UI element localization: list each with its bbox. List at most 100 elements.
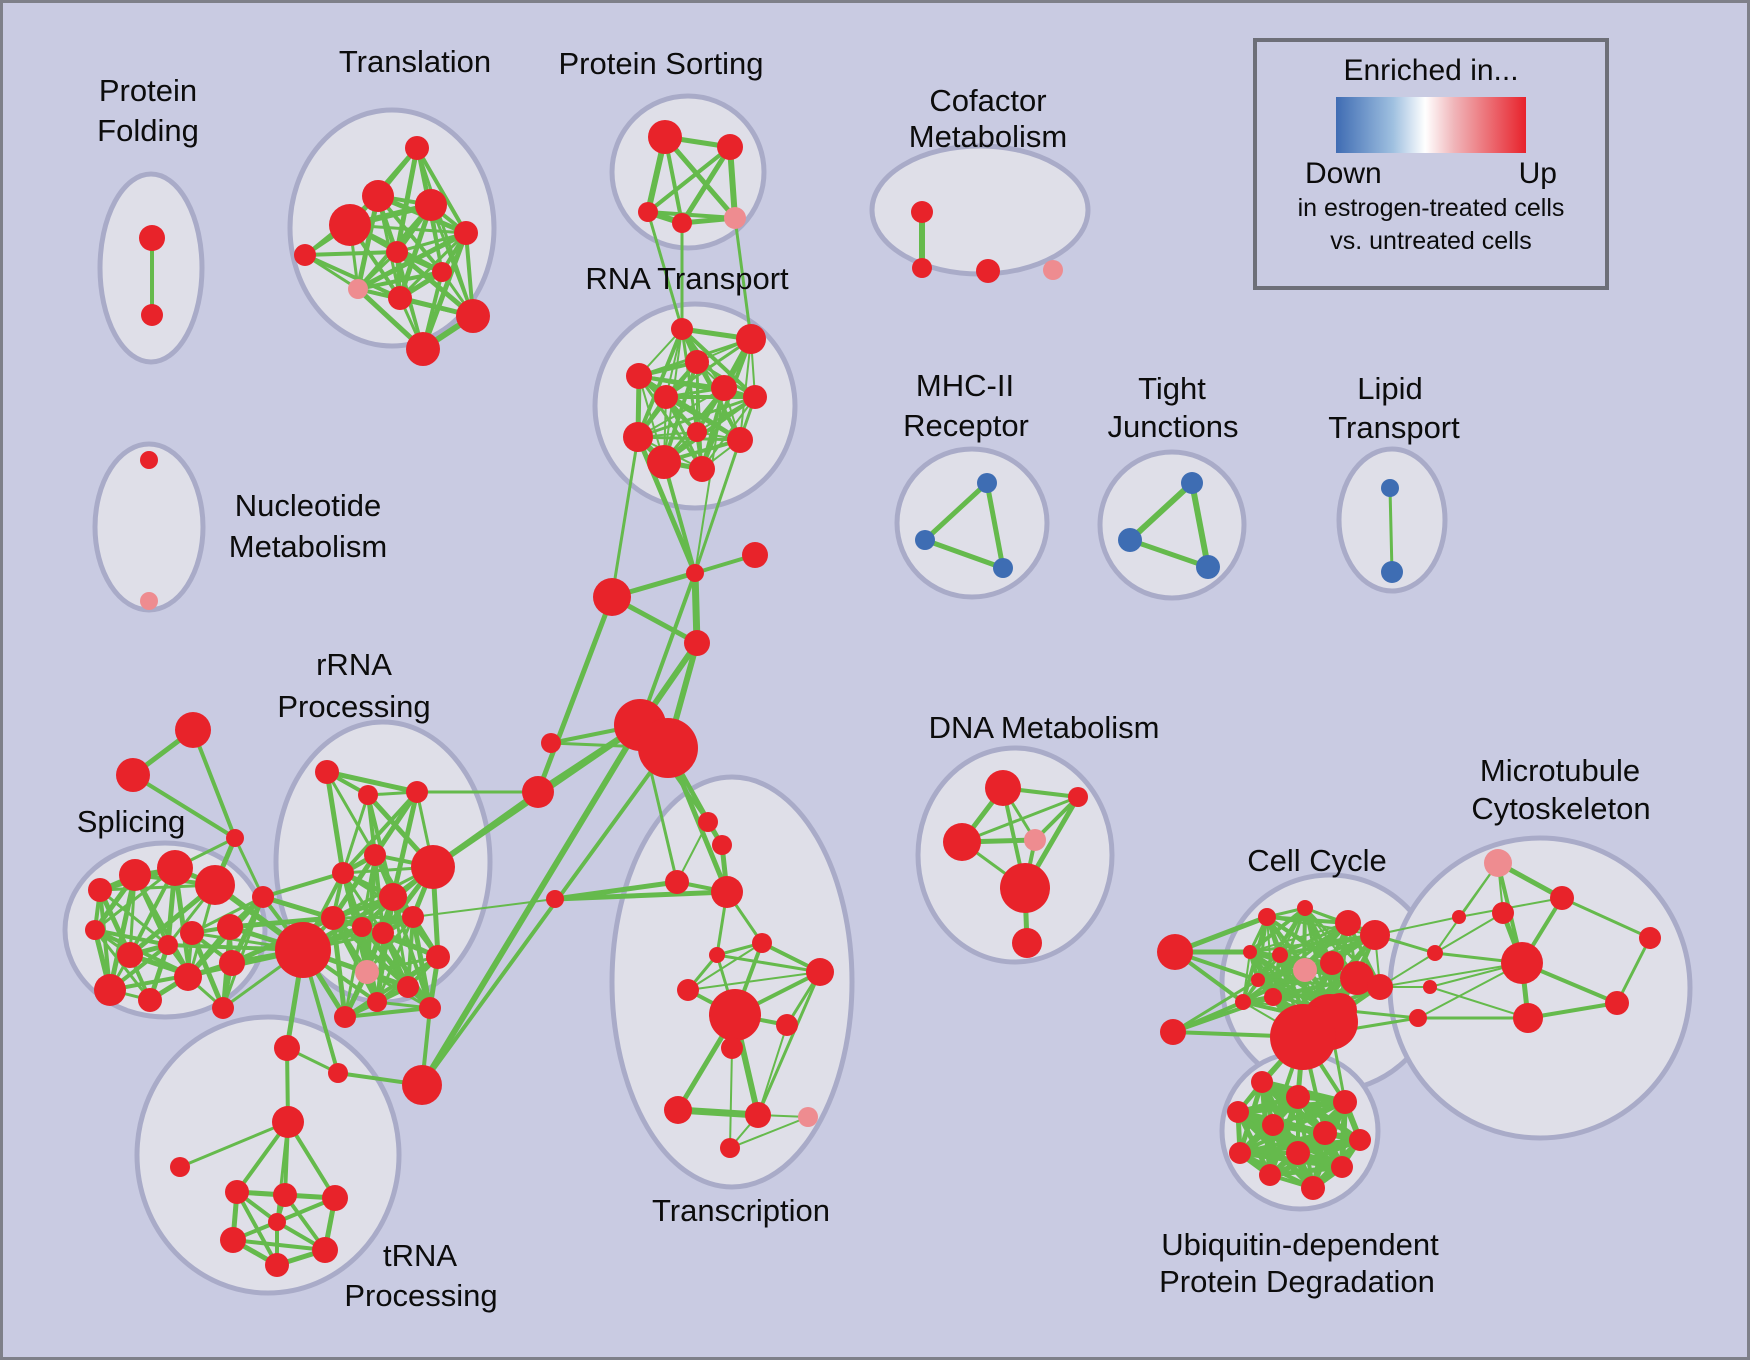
node-rrna-processing-19[interactable] bbox=[419, 997, 441, 1019]
node-rna-transport-0[interactable] bbox=[671, 318, 693, 340]
node-protein-sorting-1[interactable] bbox=[717, 134, 743, 160]
node-microtubule-cytoskeleton-2[interactable] bbox=[1492, 902, 1514, 924]
node-mhc-ii-receptor-1[interactable] bbox=[915, 530, 935, 550]
node-rrna-processing-22[interactable] bbox=[426, 945, 450, 969]
node-transcription-10[interactable] bbox=[721, 1037, 743, 1059]
node-trna-processing-0[interactable] bbox=[272, 1106, 304, 1138]
node-translation-5[interactable] bbox=[386, 241, 408, 263]
node-rrna-processing-13[interactable] bbox=[180, 921, 204, 945]
node-trna-processing-11[interactable] bbox=[402, 1065, 442, 1105]
node-protein-sorting-3[interactable] bbox=[672, 213, 692, 233]
node-cell-cycle-7[interactable] bbox=[1320, 951, 1344, 975]
node-rrna-processing-0[interactable] bbox=[315, 760, 339, 784]
node-cell-cycle-17[interactable] bbox=[1157, 934, 1193, 970]
node-cofactor-metabolism-2[interactable] bbox=[976, 259, 1000, 283]
node-transcription-11[interactable] bbox=[664, 1096, 692, 1124]
node-transcription-0[interactable] bbox=[698, 812, 718, 832]
node-nucleotide-metabolism-1[interactable] bbox=[140, 592, 158, 610]
node-transcription-5[interactable] bbox=[752, 933, 772, 953]
node-trna-processing-9[interactable] bbox=[274, 1035, 300, 1061]
node-transcription-4[interactable] bbox=[709, 947, 725, 963]
node-splicing-6[interactable] bbox=[158, 935, 178, 955]
node-splicing-3[interactable] bbox=[195, 865, 235, 905]
node-trna-processing-10[interactable] bbox=[328, 1063, 348, 1083]
node-rrna-processing-20[interactable] bbox=[367, 992, 387, 1012]
node-rna-transport-9[interactable] bbox=[647, 445, 681, 479]
node-cofactor-metabolism-3[interactable] bbox=[1043, 260, 1063, 280]
node-lipid-transport-0[interactable] bbox=[1381, 479, 1399, 497]
node-rrna-processing-5[interactable] bbox=[332, 862, 354, 884]
node-tight-junctions-0[interactable] bbox=[1181, 472, 1203, 494]
node-rrna-processing-16[interactable] bbox=[212, 997, 234, 1019]
node-cell-cycle-18[interactable] bbox=[1160, 1019, 1186, 1045]
node-rrna-processing-23[interactable] bbox=[275, 922, 331, 978]
node-trna-processing-8[interactable] bbox=[268, 1213, 286, 1231]
node-trna-processing-7[interactable] bbox=[265, 1253, 289, 1277]
node-cell-cycle-2[interactable] bbox=[1335, 910, 1361, 936]
node-translation-10[interactable] bbox=[406, 332, 440, 366]
node-splicing-2[interactable] bbox=[157, 850, 193, 886]
node-ubiquitin-dependent-protein-degradation-2[interactable] bbox=[1333, 1090, 1357, 1114]
node-protein-sorting-4[interactable] bbox=[724, 207, 746, 229]
node-translation-6[interactable] bbox=[432, 262, 452, 282]
node-transcription-7[interactable] bbox=[677, 979, 699, 1001]
node-cell-cycle-1[interactable] bbox=[1297, 900, 1313, 916]
node-translation-0[interactable] bbox=[405, 136, 429, 160]
node-rrna-processing-14[interactable] bbox=[174, 963, 202, 991]
node-rrna-processing-4[interactable] bbox=[411, 845, 455, 889]
node-cell-cycle-10[interactable] bbox=[1251, 973, 1265, 987]
node-microtubule-cytoskeleton-4[interactable] bbox=[1513, 1003, 1543, 1033]
node-dna-metabolism-0[interactable] bbox=[985, 770, 1021, 806]
node-rna-transport-5[interactable] bbox=[743, 385, 767, 409]
node-microtubule-cytoskeleton-8[interactable] bbox=[1423, 980, 1437, 994]
node-ubiquitin-dependent-protein-degradation-10[interactable] bbox=[1259, 1164, 1281, 1186]
node-mhc-ii-receptor-0[interactable] bbox=[977, 473, 997, 493]
node-cell-cycle-9[interactable] bbox=[1367, 974, 1393, 1000]
node-translation-1[interactable] bbox=[362, 180, 394, 212]
node-translation-9[interactable] bbox=[456, 299, 490, 333]
node-cell-cycle-4[interactable] bbox=[1243, 945, 1257, 959]
node-cell-cycle-5[interactable] bbox=[1272, 947, 1288, 963]
node-tight-junctions-1[interactable] bbox=[1118, 528, 1142, 552]
node-rrna-processing-9[interactable] bbox=[352, 917, 372, 937]
node-transcription-14[interactable] bbox=[720, 1138, 740, 1158]
node-transcription-12[interactable] bbox=[745, 1102, 771, 1128]
node-rrna-processing-1[interactable] bbox=[358, 785, 378, 805]
node-transcription-1[interactable] bbox=[712, 835, 732, 855]
node-microtubule-cytoskeleton-6[interactable] bbox=[1639, 927, 1661, 949]
node-cell-cycle-11[interactable] bbox=[1235, 994, 1251, 1010]
node-rna-transport-1[interactable] bbox=[736, 324, 766, 354]
node-splicing-11[interactable] bbox=[116, 758, 150, 792]
node-connector-nodes-7[interactable] bbox=[546, 890, 564, 908]
node-rna-transport-3[interactable] bbox=[626, 363, 652, 389]
node-transcription-9[interactable] bbox=[776, 1014, 798, 1036]
node-rna-transport-11[interactable] bbox=[727, 427, 753, 453]
node-rna-transport-6[interactable] bbox=[654, 385, 678, 409]
node-mhc-ii-receptor-2[interactable] bbox=[993, 558, 1013, 578]
node-cofactor-metabolism-0[interactable] bbox=[911, 201, 933, 223]
node-ubiquitin-dependent-protein-degradation-6[interactable] bbox=[1349, 1129, 1371, 1151]
node-protein-folding-1[interactable] bbox=[141, 304, 163, 326]
node-rna-transport-10[interactable] bbox=[689, 456, 715, 482]
node-nucleotide-metabolism-0[interactable] bbox=[140, 451, 158, 469]
node-ubiquitin-dependent-protein-degradation-9[interactable] bbox=[1331, 1156, 1353, 1178]
node-cell-cycle-6[interactable] bbox=[1293, 958, 1317, 982]
node-translation-7[interactable] bbox=[348, 279, 368, 299]
node-cell-cycle-12[interactable] bbox=[1264, 988, 1282, 1006]
node-splicing-8[interactable] bbox=[138, 988, 162, 1012]
node-protein-folding-0[interactable] bbox=[139, 225, 165, 251]
node-microtubule-cytoskeleton-9[interactable] bbox=[1409, 1009, 1427, 1027]
node-trna-processing-5[interactable] bbox=[220, 1227, 246, 1253]
node-splicing-10[interactable] bbox=[175, 712, 211, 748]
node-splicing-5[interactable] bbox=[117, 942, 143, 968]
node-dna-metabolism-3[interactable] bbox=[1024, 829, 1046, 851]
node-ubiquitin-dependent-protein-degradation-3[interactable] bbox=[1227, 1101, 1249, 1123]
node-cell-cycle-8[interactable] bbox=[1340, 961, 1374, 995]
node-translation-11[interactable] bbox=[294, 244, 316, 266]
node-transcription-3[interactable] bbox=[711, 876, 743, 908]
node-lipid-transport-1[interactable] bbox=[1381, 561, 1403, 583]
node-microtubule-cytoskeleton-3[interactable] bbox=[1501, 942, 1543, 984]
node-splicing-12[interactable] bbox=[226, 829, 244, 847]
node-translation-3[interactable] bbox=[415, 189, 447, 221]
node-rrna-processing-6[interactable] bbox=[379, 883, 407, 911]
